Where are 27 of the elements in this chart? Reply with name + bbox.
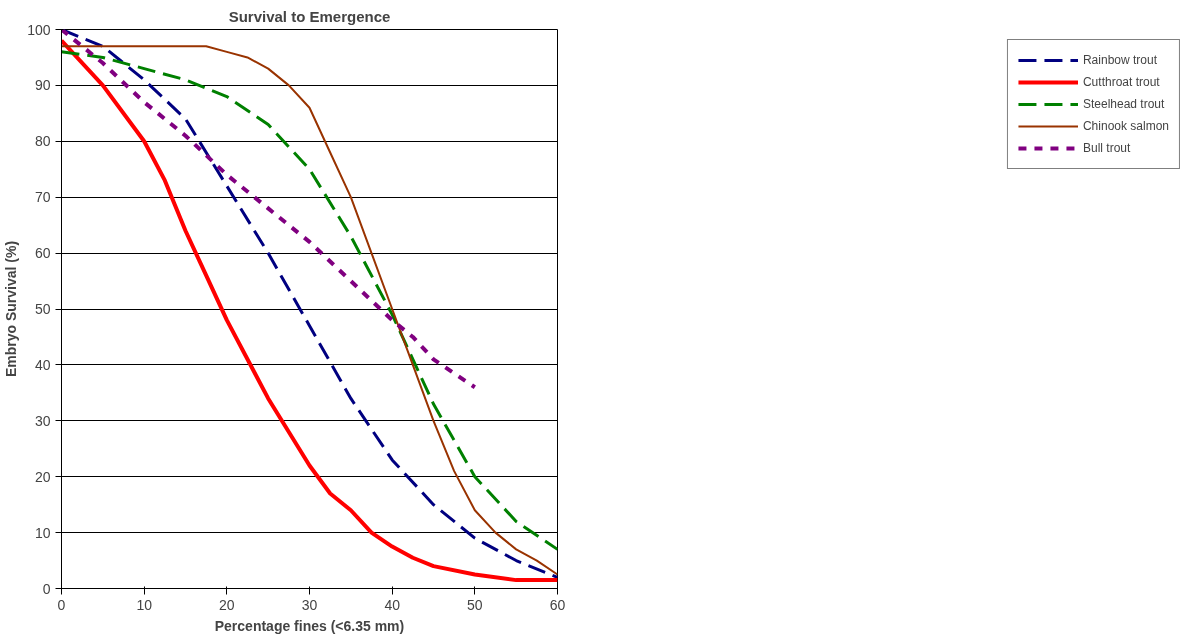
x-tick-label: 0 [57,596,66,613]
y-tick-label: 70 [34,189,51,206]
y-tick-label: 80 [34,133,51,150]
y-axis-title: Embryo Survival (%) [3,240,20,378]
legend-label: Chinook salmon [1082,119,1169,133]
y-tick-label: 100 [27,21,51,38]
x-tick-label: 10 [136,596,153,613]
x-tick-label: 40 [384,596,401,613]
legend-label: Steelhead trout [1082,97,1165,111]
legend-label: Bull trout [1082,141,1131,155]
y-tick-label: 90 [34,77,51,94]
y-tick-label: 40 [34,356,51,373]
x-tick-label: 50 [467,596,483,613]
y-tick-label: 50 [34,301,51,317]
y-tick-label: 60 [34,245,51,262]
legend-label: Rainbow trout [1082,53,1157,67]
y-tick-label: 0 [42,580,51,597]
y-tick-label: 20 [34,468,51,485]
y-tick-label: 30 [34,412,51,429]
x-tick-label: 60 [549,596,566,613]
chart-title: Survival to Emergence [228,7,391,25]
x-tick-label: 30 [301,596,318,613]
y-tick-label: 10 [34,524,51,541]
x-axis-title: Percentage fines (<6.35 mm) [214,617,405,634]
legend-label: Cutthroat trout [1082,75,1160,89]
x-tick-label: 20 [219,596,235,613]
line-series [61,29,477,390]
